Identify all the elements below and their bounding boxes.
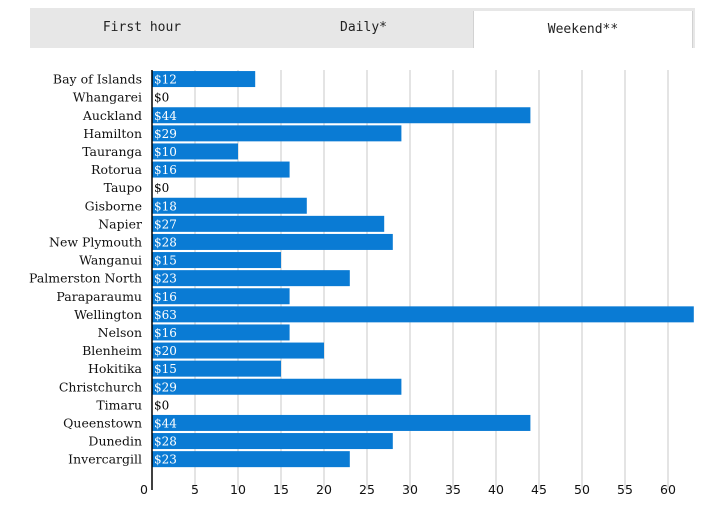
- data-label: $16: [154, 326, 177, 340]
- category-label: Taupo: [104, 180, 142, 195]
- bar: [152, 125, 402, 142]
- data-label: $20: [154, 344, 177, 358]
- bar: [152, 161, 290, 178]
- category-label: Timaru: [96, 397, 142, 412]
- category-label: Hokitika: [88, 361, 143, 376]
- category-label: Christchurch: [59, 379, 142, 394]
- bar: [152, 360, 281, 377]
- category-label: Hamilton: [83, 126, 142, 141]
- bar: [152, 378, 402, 395]
- data-label: $44: [154, 416, 177, 430]
- tab-daily[interactable]: Daily*: [340, 20, 387, 35]
- category-label: Wellington: [74, 307, 142, 322]
- bar: [152, 306, 694, 323]
- data-label: $23: [154, 272, 177, 286]
- x-tick-label: 55: [617, 482, 633, 497]
- bar: [152, 270, 350, 287]
- data-label: $27: [154, 217, 177, 231]
- data-label: $15: [154, 362, 177, 376]
- category-label: Whangarei: [73, 90, 142, 105]
- bar: [152, 143, 238, 160]
- category-label: Auckland: [82, 108, 142, 123]
- bar: [152, 197, 307, 214]
- data-label: $16: [154, 163, 177, 177]
- data-label: $18: [154, 199, 177, 213]
- x-tick-label: 50: [574, 482, 590, 497]
- tab-first-hour[interactable]: First hour: [102, 20, 182, 35]
- data-label: $29: [154, 127, 177, 141]
- category-label: Palmerston North: [29, 271, 142, 286]
- data-label: $63: [154, 308, 177, 322]
- bar: [152, 252, 281, 269]
- data-label: $0: [154, 91, 169, 105]
- bar: [152, 451, 350, 468]
- category-label: New Plymouth: [49, 234, 142, 249]
- data-label: $0: [154, 181, 169, 195]
- bar: [152, 71, 256, 88]
- data-label: $28: [154, 235, 177, 249]
- category-label: Paraparaumu: [56, 289, 142, 304]
- bar: [152, 288, 290, 305]
- x-tick-label: 35: [445, 482, 461, 497]
- data-label: $12: [154, 73, 177, 87]
- category-label: Napier: [98, 216, 142, 231]
- category-label: Blenheim: [82, 343, 142, 358]
- x-tick-label: 60: [660, 482, 676, 497]
- category-label: Rotorua: [91, 162, 143, 177]
- tab-weekend[interactable]: Weekend**: [473, 11, 693, 48]
- category-label: Bay of Islands: [53, 72, 142, 87]
- x-tick-label: 40: [488, 482, 504, 497]
- bar: [152, 324, 290, 341]
- category-label: Wanganui: [79, 253, 142, 268]
- x-tick-label: 20: [316, 482, 332, 497]
- x-tick-label: 25: [359, 482, 375, 497]
- bar: [152, 233, 393, 250]
- x-tick-label: 10: [230, 482, 246, 497]
- category-label: Gisborne: [85, 198, 142, 213]
- bar: [152, 342, 324, 359]
- x-tick-label: 15: [273, 482, 289, 497]
- category-label: Tauranga: [82, 144, 142, 159]
- data-label: $29: [154, 380, 177, 394]
- x-tick-label: 5: [191, 482, 199, 497]
- x-tick-label: 45: [531, 482, 547, 497]
- category-label: Dunedin: [88, 434, 142, 449]
- data-label: $28: [154, 435, 177, 449]
- data-label: $23: [154, 453, 177, 467]
- category-label: Nelson: [98, 325, 142, 340]
- data-label: $0: [154, 398, 169, 412]
- data-label: $10: [154, 145, 177, 159]
- data-label: $44: [154, 109, 177, 123]
- x-tick-label: 0: [140, 482, 148, 497]
- tab-bar: First hour Daily* Weekend**: [30, 8, 695, 48]
- bar: [152, 433, 393, 450]
- category-label: Invercargill: [68, 452, 142, 467]
- data-label: $15: [154, 254, 177, 268]
- category-label: Queenstown: [63, 415, 142, 430]
- data-label: $16: [154, 290, 177, 304]
- x-tick-label: 30: [402, 482, 418, 497]
- bar: [152, 414, 531, 431]
- bar: [152, 107, 531, 124]
- bar: [152, 215, 385, 232]
